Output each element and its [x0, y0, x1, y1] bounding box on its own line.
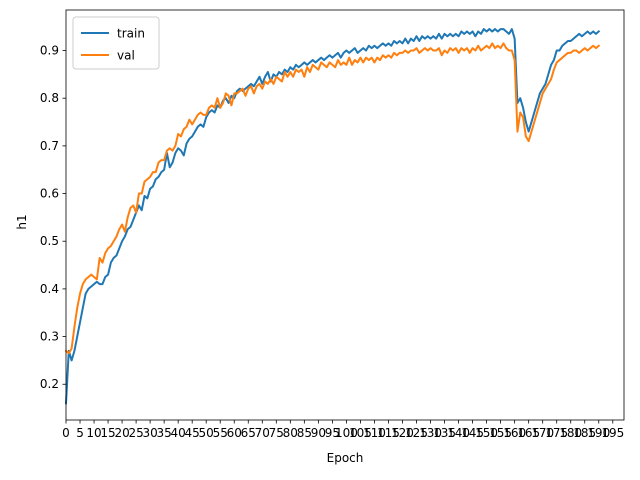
- x-tick-label: 195: [601, 426, 624, 440]
- plot-frame: [65, 9, 625, 421]
- x-tick-label: 65: [241, 426, 256, 440]
- x-tick-label: 25: [128, 426, 143, 440]
- x-tick-label: 80: [283, 426, 298, 440]
- legend-box: [72, 16, 160, 70]
- y-tick-label: 0.2: [40, 377, 59, 391]
- x-tick-label: 0: [62, 426, 70, 440]
- x-tick-label: 140: [447, 426, 470, 440]
- legend-label-val: val: [117, 49, 135, 63]
- x-tick-label: 145: [461, 426, 484, 440]
- x-tick-label: 120: [391, 426, 414, 440]
- x-tick-label: 30: [142, 426, 157, 440]
- x-tick-label: 50: [199, 426, 214, 440]
- y-tick-label: 0.5: [40, 234, 59, 248]
- x-tick-label: 170: [531, 426, 554, 440]
- x-tick-label: 175: [545, 426, 568, 440]
- y-tick-label: 0.3: [40, 330, 59, 344]
- y-tick-label: 0.8: [40, 91, 59, 105]
- x-tick-label: 85: [297, 426, 312, 440]
- x-tick-label: 150: [475, 426, 498, 440]
- x-tick-label: 15: [100, 426, 115, 440]
- y-tick-label: 0.6: [40, 187, 59, 201]
- x-tick-label: 105: [349, 426, 372, 440]
- x-tick-label: 60: [227, 426, 242, 440]
- x-tick-label: 90: [311, 426, 326, 440]
- x-tick-label: 190: [587, 426, 610, 440]
- x-tick-label: 135: [433, 426, 456, 440]
- x-tick-label: 125: [405, 426, 428, 440]
- x-tick-label: 155: [489, 426, 512, 440]
- x-tick-label: 20: [114, 426, 129, 440]
- y-axis-label: h1: [15, 214, 29, 229]
- legend: train val: [72, 16, 160, 70]
- axes-layer: 0 5 10152025303540455055606570758085909510…: [40, 9, 625, 440]
- x-tick-label: 45: [185, 426, 200, 440]
- y-tick-label: 0.7: [40, 139, 59, 153]
- x-tick-label: 100: [335, 426, 358, 440]
- x-tick-label: 55: [213, 426, 228, 440]
- x-tick-label: 130: [419, 426, 442, 440]
- x-tick-label: 160: [503, 426, 526, 440]
- x-tick-label: 95: [325, 426, 340, 440]
- series-line-train: [64, 28, 601, 405]
- x-tick-label: 10: [86, 426, 101, 440]
- x-tick-label: 35: [157, 426, 172, 440]
- series-line-val: [64, 42, 601, 355]
- x-tick-label: 70: [255, 426, 270, 440]
- x-tick-label: 165: [517, 426, 540, 440]
- x-tick-label: 40: [171, 426, 186, 440]
- x-tick-label: 110: [363, 426, 386, 440]
- x-tick-label: 180: [559, 426, 582, 440]
- y-tick-label: 0.9: [40, 44, 59, 58]
- x-tick-label: 185: [573, 426, 596, 440]
- y-tick-label: 0.4: [40, 282, 59, 296]
- x-tick-label: 115: [377, 426, 400, 440]
- legend-label-train: train: [117, 27, 145, 41]
- x-axis-label: Epoch: [327, 451, 364, 465]
- x-tick-label: 75: [269, 426, 284, 440]
- x-tick-label: 5: [76, 426, 84, 440]
- series-layer: [64, 28, 601, 405]
